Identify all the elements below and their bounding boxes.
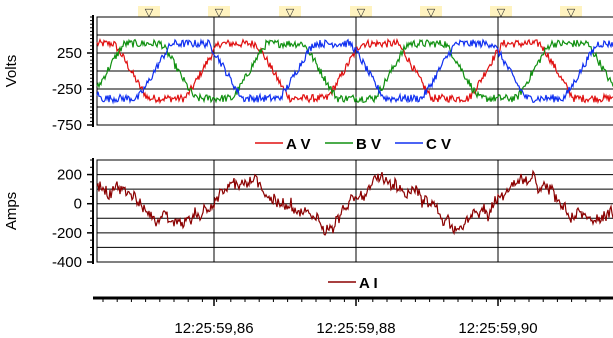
volts-series [96,37,613,105]
volts-tick-label: -750 [52,117,82,134]
legend-label: C V [426,136,451,153]
amps-y-axis: 200 0 -200 -400 [52,158,94,271]
amps-tick-label: -200 [52,225,82,242]
amps-legend: A I [328,275,378,292]
marker-background [490,6,512,17]
time-tick-label: 12:25:59,88 [316,320,395,337]
amps-gridlines [97,159,613,262]
event-marker-icon: ▽ [145,6,154,19]
volts-y-axis: 250 -250 -750 [52,15,94,134]
event-marker-icon: ▽ [286,6,295,19]
series-c-v [96,38,613,105]
amps-y-axis-label: Amps [3,192,20,230]
volts-y-axis-label: Volts [3,55,20,88]
time-tick-label: 12:25:59,90 [458,320,537,337]
amps-plot-area [96,159,613,263]
event-marker-icon: ▽ [427,6,436,19]
legend-label: B V [356,136,381,153]
marker-background [208,6,230,17]
event-marker-icon: ▽ [357,6,366,19]
amps-tick-label: 0 [74,196,82,213]
series-b-v [96,38,613,104]
marker-background [138,6,160,17]
time-tick-label: 12:25:59,86 [174,320,253,337]
marker-background [350,6,372,17]
volts-panel: ▽ ▽ ▽ ▽ ▽ ▽ ▽ 250 -250 -750 Volts A V B V C V [3,6,613,153]
amps-series [96,169,613,236]
event-marker-icon: ▽ [567,6,576,19]
event-marker-icon: ▽ [497,6,506,19]
time-axis: 12:25:59,86 12:25:59,88 12:25:59,90 [93,296,613,337]
legend-label: A I [359,275,378,292]
volts-tick-label: 250 [57,45,82,62]
legend-label: A V [286,136,310,153]
amps-tick-label: -400 [52,254,82,271]
marker-background [420,6,442,17]
marker-background [560,6,582,17]
marker-background [279,6,301,17]
series-a-i [96,169,613,236]
volts-tick-label: -250 [52,81,82,98]
amps-tick-label: 200 [57,167,82,184]
event-markers: ▽ ▽ ▽ ▽ ▽ ▽ ▽ [138,6,582,19]
amps-panel: 200 0 -200 -400 Amps A I [3,158,613,292]
event-marker-icon: ▽ [215,6,224,19]
